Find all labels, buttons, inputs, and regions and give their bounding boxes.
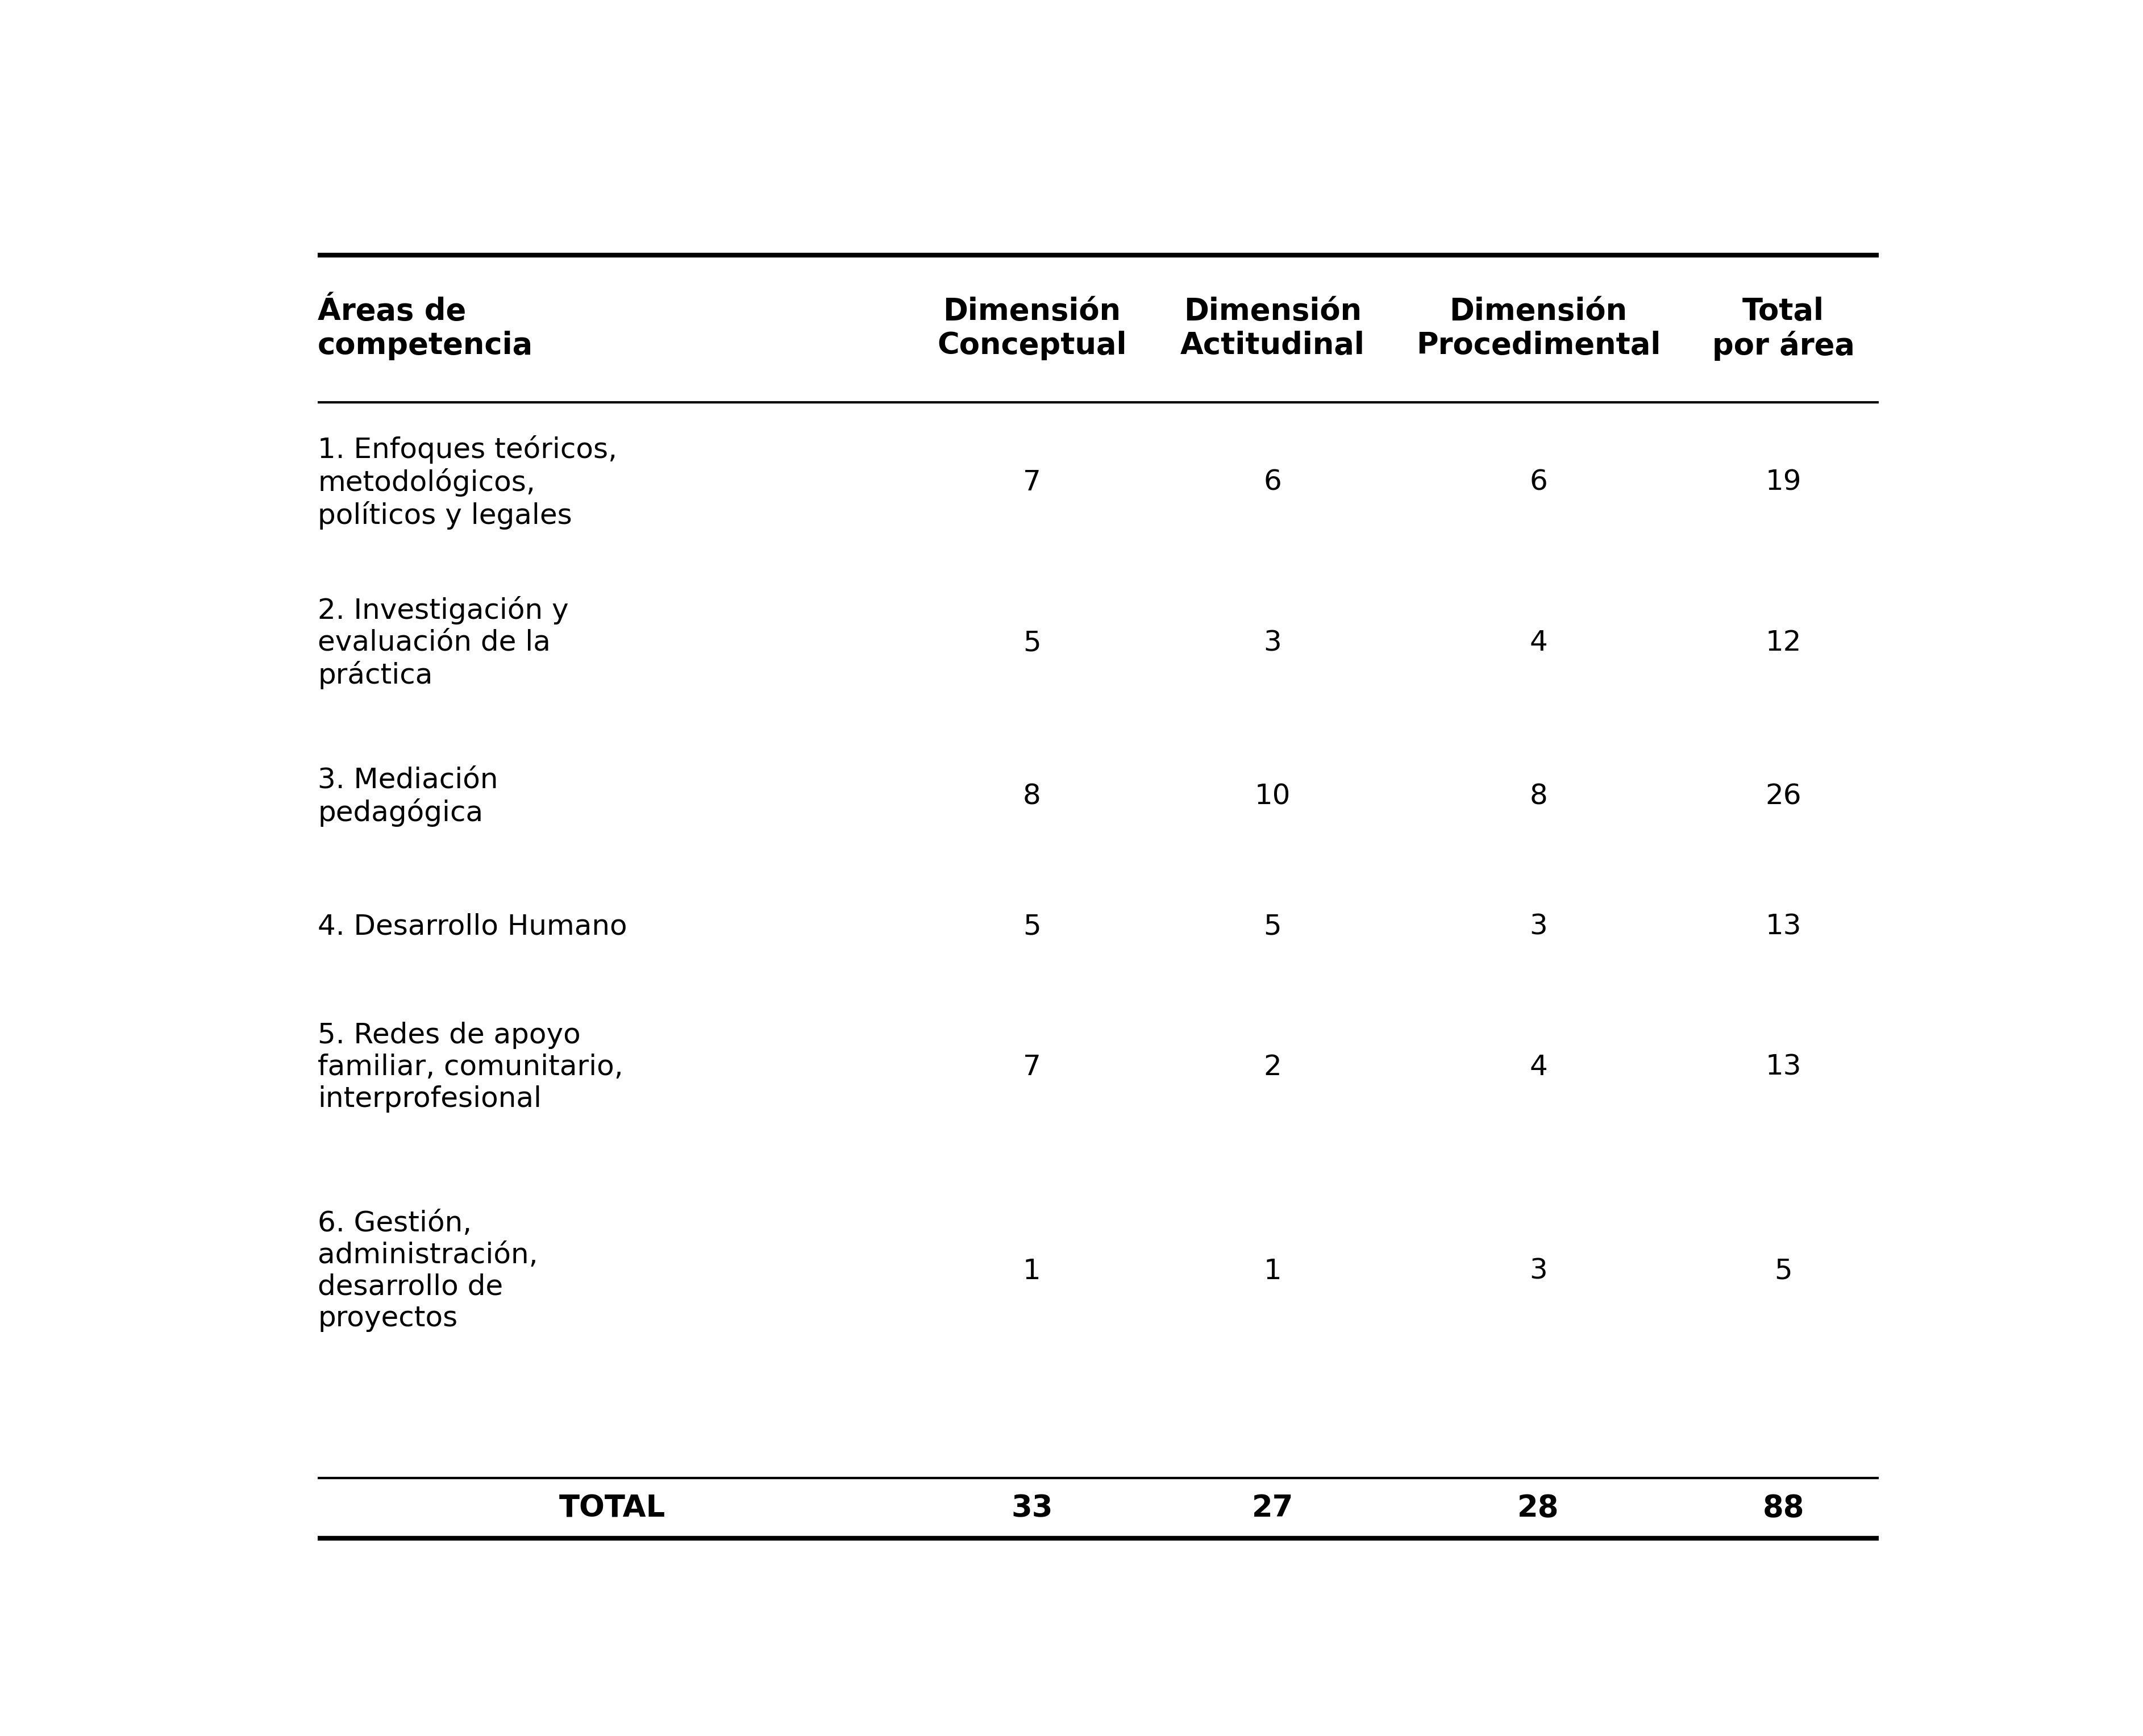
- Text: 2. Investigación y
evaluación de la
práctica: 2. Investigación y evaluación de la prác…: [317, 595, 568, 689]
- Text: 4: 4: [1530, 1054, 1547, 1082]
- Text: 3: 3: [1264, 628, 1282, 656]
- Text: Dimensión
Procedimental: Dimensión Procedimental: [1417, 297, 1661, 361]
- Text: 5: 5: [1264, 913, 1282, 941]
- Text: 3: 3: [1530, 1257, 1547, 1285]
- Text: 10: 10: [1254, 783, 1290, 811]
- Text: Dimensión
Actitudinal: Dimensión Actitudinal: [1181, 297, 1365, 361]
- Text: 12: 12: [1766, 628, 1802, 656]
- Text: 28: 28: [1517, 1493, 1560, 1522]
- Text: 19: 19: [1766, 469, 1802, 496]
- Text: 4. Desarrollo Humano: 4. Desarrollo Humano: [317, 913, 628, 941]
- Text: 13: 13: [1766, 913, 1802, 941]
- Text: 6: 6: [1264, 469, 1282, 496]
- Text: 1. Enfoques teóricos,
metodológicos,
políticos y legales: 1. Enfoques teóricos, metodológicos, pol…: [317, 436, 617, 529]
- Text: 26: 26: [1766, 783, 1802, 811]
- Text: 88: 88: [1762, 1493, 1804, 1522]
- Text: 3: 3: [1530, 913, 1547, 941]
- Text: 33: 33: [1011, 1493, 1052, 1522]
- Text: 2: 2: [1264, 1054, 1282, 1082]
- Text: 3. Mediación
pedagógica: 3. Mediación pedagógica: [317, 766, 497, 826]
- Text: 5. Redes de apoyo
familiar, comunitario,
interprofesional: 5. Redes de apoyo familiar, comunitario,…: [317, 1023, 624, 1113]
- Text: TOTAL: TOTAL: [559, 1493, 666, 1522]
- Text: Dimensión
Conceptual: Dimensión Conceptual: [936, 297, 1127, 361]
- Text: 1: 1: [1022, 1257, 1041, 1285]
- Text: 7: 7: [1022, 1054, 1041, 1082]
- Text: 1: 1: [1264, 1257, 1282, 1285]
- Text: 4: 4: [1530, 628, 1547, 656]
- Text: 6. Gestión,
administración,
desarrollo de
proyectos: 6. Gestión, administración, desarrollo d…: [317, 1210, 538, 1332]
- Text: 8: 8: [1530, 783, 1547, 811]
- Text: 7: 7: [1022, 469, 1041, 496]
- Text: 5: 5: [1022, 913, 1041, 941]
- Text: 8: 8: [1022, 783, 1041, 811]
- Text: 5: 5: [1022, 628, 1041, 656]
- Text: Total
por área: Total por área: [1712, 297, 1854, 361]
- Text: 13: 13: [1766, 1054, 1802, 1082]
- Text: Áreas de
competencia: Áreas de competencia: [317, 297, 534, 361]
- Text: 27: 27: [1252, 1493, 1294, 1522]
- Text: 6: 6: [1530, 469, 1547, 496]
- Text: 5: 5: [1774, 1257, 1792, 1285]
